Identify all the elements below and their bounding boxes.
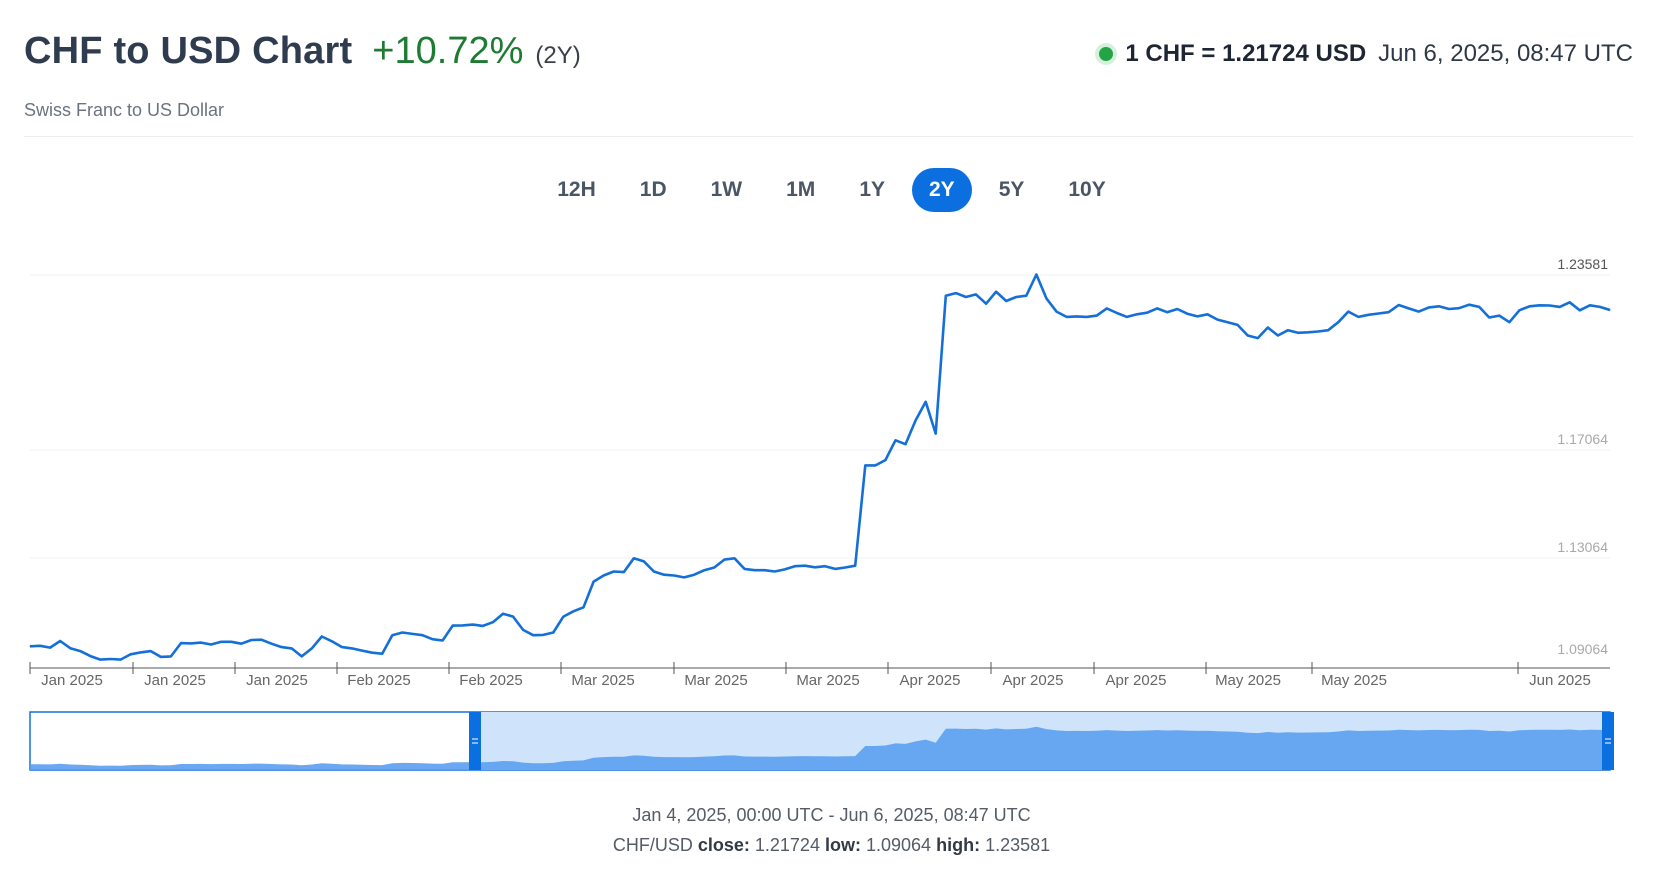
tab-12h[interactable]: 12H (557, 178, 596, 201)
title-row: CHF to USD Chart +10.72% (2Y) (24, 30, 1633, 73)
x-tick-label: Jan 2025 (246, 672, 308, 689)
tab-10y[interactable]: 10Y (1068, 178, 1106, 201)
header-divider (24, 136, 1633, 137)
navigator-left-handle[interactable] (469, 712, 481, 770)
x-tick-label: Jan 2025 (144, 672, 206, 689)
timeframe-tabs: 12H 1D 1W 1M 1Y 2Y 5Y 10Y (0, 168, 1663, 212)
y-tick-label: 1.13064 (1557, 539, 1608, 555)
x-tick-label: Mar 2025 (796, 672, 859, 689)
low-label: low: (824, 835, 861, 855)
change-percent: +10.72% (372, 30, 524, 72)
date-range: Jan 4, 2025, 00:00 UTC - Jun 6, 2025, 08… (632, 805, 1031, 825)
pair-subtitle: Swiss Franc to US Dollar (24, 100, 225, 120)
chart-header: CHF to USD Chart +10.72% (2Y) Swiss Fran… (24, 30, 1633, 130)
tab-1d[interactable]: 1D (639, 178, 667, 201)
tab-2y[interactable]: 2Y (912, 168, 972, 212)
close-label: close: (697, 835, 750, 855)
x-tick-label: May 2025 (1215, 672, 1281, 689)
x-tick-label: Feb 2025 (459, 672, 522, 689)
page-title: CHF to USD Chart (24, 30, 353, 72)
series-line (29, 273, 1611, 661)
x-tick-label: Apr 2025 (900, 672, 961, 689)
high-value: 1.23581 (985, 835, 1051, 855)
y-tick-label: 1.23581 (1557, 256, 1608, 272)
rate-timestamp: Jun 6, 2025, 08:47 UTC (1378, 40, 1633, 67)
tab-5y[interactable]: 5Y (998, 178, 1025, 201)
x-tick-label: May 2025 (1321, 672, 1387, 689)
y-tick-label: 1.09064 (1557, 641, 1608, 657)
navigator-area (30, 726, 1610, 770)
close-value: 1.21724 (754, 835, 820, 855)
x-tick-label: Feb 2025 (347, 672, 410, 689)
tab-1w[interactable]: 1W (710, 178, 743, 201)
live-status-icon (1099, 47, 1114, 61)
pair-label: CHF/USD (612, 835, 693, 855)
x-tick-label: Apr 2025 (1106, 672, 1167, 689)
ohlc-summary: CHF/USD close: 1.21724 low: 1.09064 high… (0, 830, 1663, 860)
x-tick-label: Jan 2025 (41, 672, 103, 689)
x-tick-label: Jun 2025 (1529, 672, 1591, 689)
high-label: high: (936, 835, 981, 855)
chart-area[interactable]: 1.23581 1.17064 1.13064 1.09064 Jan 2025 Jan … (0, 0, 1663, 780)
x-tick-label: Mar 2025 (684, 672, 747, 689)
low-value: 1.09064 (866, 835, 932, 855)
x-tick-label: Mar 2025 (571, 672, 634, 689)
y-tick-label: 1.17064 (1557, 431, 1608, 447)
current-rate: 1 CHF = 1.21724 USD (1125, 40, 1367, 67)
navigator-right-handle[interactable] (1602, 712, 1614, 770)
live-rate: 1 CHF = 1.21724 USD Jun 6, 2025, 08:47 U… (1099, 40, 1633, 68)
chart-summary: Jan 4, 2025, 00:00 UTC - Jun 6, 2025, 08… (0, 800, 1663, 860)
tab-1y[interactable]: 1Y (859, 178, 885, 201)
change-period: (2Y) (535, 42, 581, 69)
tab-1m[interactable]: 1M (786, 178, 816, 201)
x-tick-label: Apr 2025 (1003, 672, 1064, 689)
